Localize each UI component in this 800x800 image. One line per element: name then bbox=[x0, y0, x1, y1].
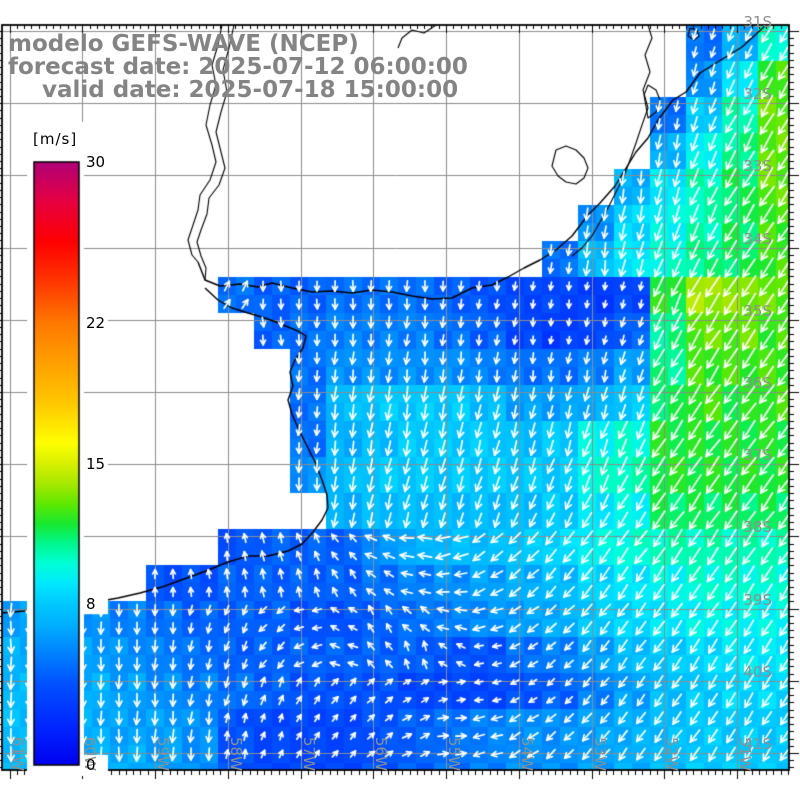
valid-date-line: valid date: 2025-07-18 15:00:00 bbox=[42, 77, 459, 103]
colorbar-tick-label: 22 bbox=[86, 313, 106, 332]
lat-label: 39S bbox=[743, 590, 772, 609]
lat-label: 32S bbox=[743, 85, 772, 104]
lon-label: 53W bbox=[590, 737, 609, 771]
title-block: modelo GEFS-WAVE (NCEP) forecast date: 2… bbox=[8, 33, 468, 102]
colorbar-tick-label: 30 bbox=[86, 153, 106, 171]
lat-label: 40S bbox=[743, 662, 772, 681]
model-title: modelo GEFS-WAVE (NCEP) bbox=[8, 31, 359, 57]
lon-label: 59W bbox=[154, 737, 172, 771]
lon-label: 57W bbox=[299, 737, 318, 771]
forecast-date-line: forecast date: 2025-07-12 06:00:00 bbox=[8, 54, 468, 80]
lat-label: 35S bbox=[743, 301, 772, 320]
lon-label: 61W bbox=[8, 737, 27, 771]
lat-label: 38S bbox=[743, 518, 772, 537]
lon-label: 55W bbox=[445, 737, 463, 771]
lon-label: 56W bbox=[372, 737, 391, 771]
colorbar-tick-label: 0 bbox=[86, 756, 96, 774]
lat-label: 37S bbox=[743, 446, 772, 465]
lat-label: 31S bbox=[743, 13, 772, 31]
lon-label: 58W bbox=[226, 737, 245, 771]
lon-label: 52W bbox=[663, 737, 682, 771]
colorbar-tick-label: 8 bbox=[86, 595, 96, 614]
lon-label: 54W bbox=[517, 737, 536, 771]
lat-label: 41S bbox=[743, 735, 772, 753]
colorbar-tick-label: 15 bbox=[86, 454, 106, 473]
lat-label: 34S bbox=[743, 229, 772, 248]
lat-label: 36S bbox=[743, 374, 772, 392]
lon-label: 51W bbox=[736, 737, 754, 771]
lat-label: 33S bbox=[743, 157, 772, 176]
colorbar-unit-label: [m/s] bbox=[33, 130, 78, 148]
